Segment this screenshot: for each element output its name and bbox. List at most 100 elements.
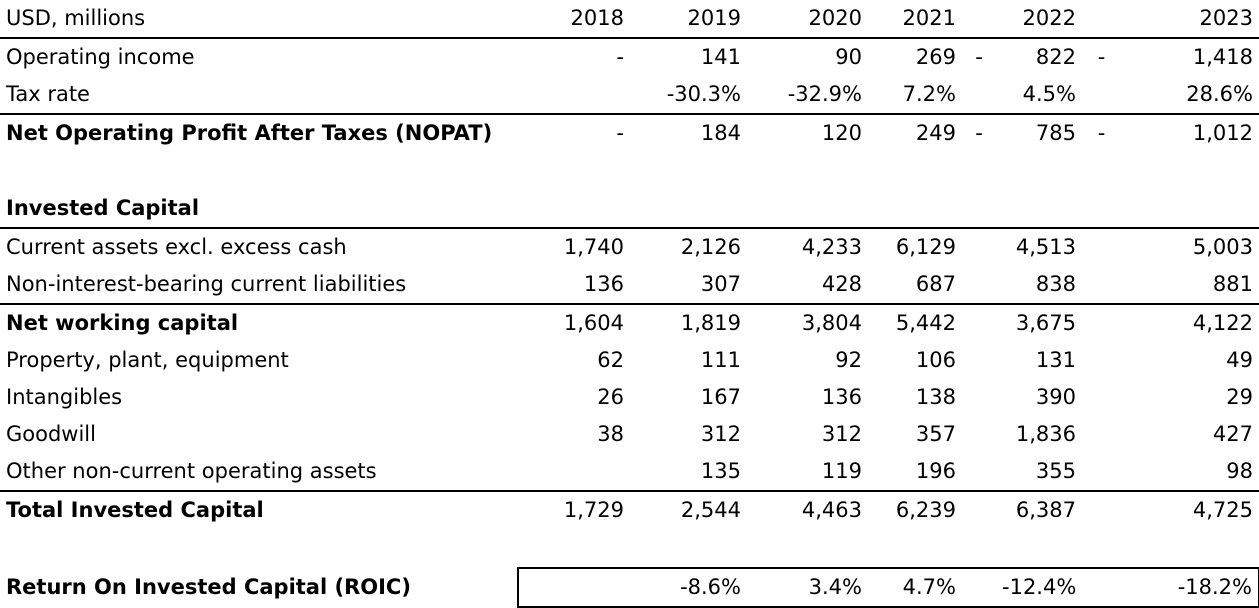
tax-rate-row: Tax rate -30.3% -32.9% 7.2% 4.5% 28.6% bbox=[0, 76, 1259, 115]
row-label: Return On Invested Capital (ROIC) bbox=[6, 575, 411, 599]
cell-2023: 427 bbox=[1212, 422, 1253, 446]
cell-2019: -8.6% bbox=[630, 567, 747, 608]
cell-2020: 136 bbox=[821, 385, 862, 409]
header-row: USD, millions 2018 2019 2020 2021 2022 2… bbox=[0, 0, 1259, 39]
cell-2018: 62 bbox=[597, 348, 624, 372]
cell-2018: 1,740 bbox=[563, 235, 624, 259]
year-2021: 2021 bbox=[868, 0, 962, 39]
table-row: Non-interest-bearing current liabilities… bbox=[0, 266, 1259, 305]
cell-2022: 838 bbox=[996, 266, 1082, 305]
roic-row: Return On Invested Capital (ROIC) -8.6% … bbox=[0, 567, 1259, 608]
cell-2023: 1,418 bbox=[1192, 45, 1253, 69]
cell-2021: 6,239 bbox=[895, 498, 956, 522]
table-row: Total Invested Capital 1,729 2,544 4,463… bbox=[0, 491, 1259, 529]
cell-2018: - bbox=[616, 45, 624, 69]
cell-2021: 357 bbox=[915, 422, 956, 446]
cell-2020: 90 bbox=[835, 45, 862, 69]
cell-2020: 428 bbox=[747, 266, 868, 305]
cell-2019: 141 bbox=[700, 45, 741, 69]
row-label: Total Invested Capital bbox=[6, 498, 264, 522]
cell-2021: 4.7% bbox=[868, 567, 962, 608]
cell-2019: 2,544 bbox=[680, 498, 741, 522]
spacer-row bbox=[0, 529, 1259, 568]
cell-2019: 111 bbox=[700, 348, 741, 372]
table-row: Property, plant, equipment 62 111 92 106… bbox=[0, 342, 1259, 379]
sign-2022: - bbox=[1097, 45, 1106, 69]
cell-2018 bbox=[518, 453, 630, 492]
year-2020: 2020 bbox=[747, 0, 868, 39]
year-2019: 2019 bbox=[630, 0, 747, 39]
table-row: Other non-current operating assets 135 1… bbox=[0, 453, 1259, 492]
cell-2023: 28.6% bbox=[1121, 76, 1259, 115]
cell-2022: 390 bbox=[1035, 385, 1076, 409]
row-label: Intangibles bbox=[6, 385, 123, 409]
table-row: Current assets excl. excess cash 1,740 2… bbox=[0, 228, 1259, 266]
nopat-row: Net Operating Profit After Taxes (NOPAT)… bbox=[0, 114, 1259, 152]
row-label: Net working capital bbox=[6, 311, 239, 335]
cell-2020: 4,463 bbox=[801, 498, 862, 522]
cell-2023: 98 bbox=[1121, 453, 1259, 492]
cell-2022: 355 bbox=[996, 453, 1082, 492]
cell-2020: 3,804 bbox=[801, 311, 862, 335]
year-2022: 2022 bbox=[996, 0, 1082, 39]
cell-2022: 822 bbox=[1035, 45, 1076, 69]
cell-2022: 6,387 bbox=[1015, 498, 1076, 522]
cell-2022: 4,513 bbox=[1015, 235, 1076, 259]
cell-2018: 38 bbox=[597, 422, 624, 446]
cell-2023: 29 bbox=[1226, 385, 1253, 409]
table-row: Goodwill 38 312 312 357 1,836 427 bbox=[0, 416, 1259, 453]
cell-2020: 4,233 bbox=[801, 235, 862, 259]
cell-2019: 135 bbox=[630, 453, 747, 492]
cell-2019: 1,819 bbox=[680, 311, 741, 335]
cell-2018: 26 bbox=[597, 385, 624, 409]
cell-2019: 312 bbox=[700, 422, 741, 446]
cell-2022: 131 bbox=[1035, 348, 1076, 372]
cell-2020: 119 bbox=[747, 453, 868, 492]
cell-2023: 5,003 bbox=[1192, 235, 1253, 259]
cell-2021: 7.2% bbox=[868, 76, 962, 115]
sign-2021: - bbox=[975, 45, 983, 69]
table-row: Net working capital 1,604 1,819 3,804 5,… bbox=[0, 304, 1259, 342]
cell-2021: 687 bbox=[868, 266, 962, 305]
section-heading: Invested Capital bbox=[0, 190, 518, 229]
cell-2020: -32.9% bbox=[747, 76, 868, 115]
cell-2022: 785 bbox=[1035, 121, 1076, 145]
cell-2019: -30.3% bbox=[630, 76, 747, 115]
cell-2023: 4,725 bbox=[1192, 498, 1253, 522]
row-label: Current assets excl. excess cash bbox=[6, 235, 347, 259]
cell-2020: 312 bbox=[821, 422, 862, 446]
spacer-row bbox=[0, 152, 1259, 190]
row-label: Non-interest-bearing current liabilities bbox=[0, 266, 518, 305]
row-label: Other non-current operating assets bbox=[0, 453, 518, 492]
row-label: Tax rate bbox=[0, 76, 518, 115]
cell-2022: 1,836 bbox=[1015, 422, 1076, 446]
cell-2018: - bbox=[616, 121, 624, 145]
invested-capital-heading-row: Invested Capital bbox=[0, 190, 1259, 229]
cell-2021: 6,129 bbox=[895, 235, 956, 259]
cell-2023: 49 bbox=[1226, 348, 1253, 372]
year-2018: 2018 bbox=[518, 0, 630, 39]
row-label: Property, plant, equipment bbox=[6, 348, 289, 372]
table-row: Intangibles 26 167 136 138 390 29 bbox=[0, 379, 1259, 416]
cell-2022: 3,675 bbox=[1015, 311, 1076, 335]
cell-2020: 92 bbox=[835, 348, 862, 372]
cell-2018: 136 bbox=[518, 266, 630, 305]
cell-2018: 1,729 bbox=[563, 498, 624, 522]
cell-2020: 120 bbox=[821, 121, 862, 145]
cell-2018: 1,604 bbox=[563, 311, 624, 335]
cell-2021: 106 bbox=[915, 348, 956, 372]
cell-2021: 196 bbox=[868, 453, 962, 492]
cell-2022: 4.5% bbox=[996, 76, 1082, 115]
cell-2023: 4,122 bbox=[1192, 311, 1253, 335]
cell-2019: 2,126 bbox=[680, 235, 741, 259]
row-label: Goodwill bbox=[6, 422, 96, 446]
row-label: Operating income bbox=[6, 45, 195, 69]
cell-2021: 269 bbox=[915, 45, 956, 69]
cell-2019: 167 bbox=[700, 385, 741, 409]
year-2023: 2023 bbox=[1121, 0, 1259, 39]
cell-2021: 138 bbox=[915, 385, 956, 409]
cell-2022: -12.4% bbox=[996, 567, 1082, 608]
operating-income-row: Operating income - 141 90 269 - 822 - 1,… bbox=[0, 38, 1259, 76]
cell-2023: 1,012 bbox=[1192, 121, 1253, 145]
